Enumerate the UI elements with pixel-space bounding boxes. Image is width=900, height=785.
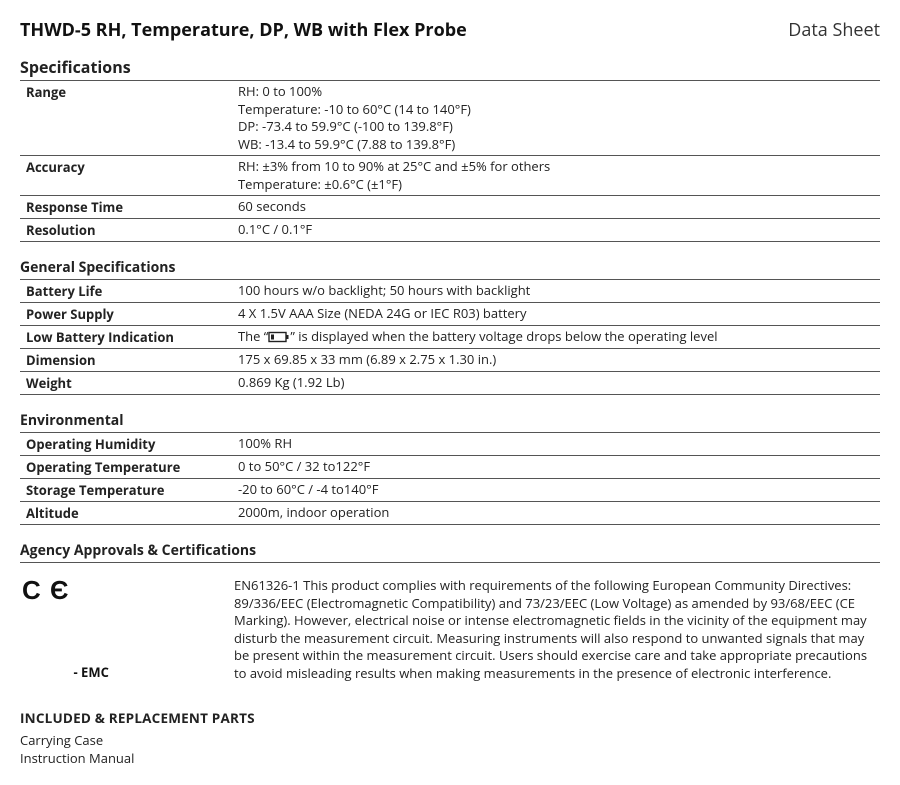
spec-row: RangeRH: 0 to 100% Temperature: -10 to 6… bbox=[20, 81, 880, 156]
page-title: THWD-5 RH, Temperature, DP, WB with Flex… bbox=[20, 18, 467, 42]
section-environmental: Operating Humidity100% RHOperating Tempe… bbox=[20, 433, 880, 525]
spec-value: 0.1°C / 0.1°F bbox=[238, 221, 880, 239]
spec-value: 175 x 69.85 x 33 mm (6.89 x 2.75 x 1.30 … bbox=[238, 351, 880, 369]
spec-row: Low Battery IndicationThe “” is displaye… bbox=[20, 326, 880, 349]
header: THWD-5 RH, Temperature, DP, WB with Flex… bbox=[20, 18, 880, 42]
spec-label: Operating Temperature bbox=[26, 458, 238, 476]
spec-value: 4 X 1.5V AAA Size (NEDA 24G or IEC R03) … bbox=[238, 305, 880, 323]
spec-row: Resolution0.1°C / 0.1°F bbox=[20, 219, 880, 242]
parts-item: Instruction Manual bbox=[20, 749, 880, 767]
spec-label: Power Supply bbox=[26, 305, 238, 323]
spec-label: Weight bbox=[26, 374, 238, 392]
spec-row: Response Time60 seconds bbox=[20, 196, 880, 219]
spec-label: Resolution bbox=[26, 221, 238, 239]
spec-value: 2000m, indoor operation bbox=[238, 504, 880, 522]
section-general: Battery Life100 hours w/o backlight; 50 … bbox=[20, 280, 880, 395]
spec-value: 0 to 50°C / 32 to122°F bbox=[238, 458, 880, 476]
spec-value: RH: 0 to 100% Temperature: -10 to 60°C (… bbox=[238, 83, 880, 153]
spec-row: Power Supply4 X 1.5V AAA Size (NEDA 24G … bbox=[20, 303, 880, 326]
parts-item: Carrying Case bbox=[20, 731, 880, 749]
spec-row: AccuracyRH: ±3% from 10 to 90% at 25°C a… bbox=[20, 156, 880, 196]
spec-value: 60 seconds bbox=[238, 198, 880, 216]
spec-label: Range bbox=[26, 83, 238, 153]
spec-label: Dimension bbox=[26, 351, 238, 369]
section-specifications-title: Specifications bbox=[20, 56, 880, 81]
spec-value: 100 hours w/o backlight; 50 hours with b… bbox=[238, 282, 880, 300]
ce-mark-block: C Є - EMC bbox=[22, 577, 234, 682]
parts-list: Carrying CaseInstruction Manual bbox=[20, 731, 880, 767]
spec-row: Altitude2000m, indoor operation bbox=[20, 502, 880, 525]
spec-label: Accuracy bbox=[26, 158, 238, 193]
battery-low-icon bbox=[268, 331, 290, 343]
datasheet-label: Data Sheet bbox=[788, 18, 880, 42]
spec-label: Low Battery Indication bbox=[26, 328, 238, 346]
spec-row: Weight0.869 Kg (1.92 Lb) bbox=[20, 372, 880, 395]
spec-value: 0.869 Kg (1.92 Lb) bbox=[238, 374, 880, 392]
spec-label: Operating Humidity bbox=[26, 435, 238, 453]
spec-value: RH: ±3% from 10 to 90% at 25°C and ±5% f… bbox=[238, 158, 880, 193]
ce-mark-icon: C Є bbox=[22, 577, 70, 603]
spec-label: Battery Life bbox=[26, 282, 238, 300]
agency-row: C Є - EMC EN61326-1 This product complie… bbox=[20, 577, 880, 682]
spec-row: Dimension175 x 69.85 x 33 mm (6.89 x 2.7… bbox=[20, 349, 880, 372]
spec-label: Response Time bbox=[26, 198, 238, 216]
parts-title: INCLUDED & REPLACEMENT PARTS bbox=[20, 709, 880, 727]
section-specifications: RangeRH: 0 to 100% Temperature: -10 to 6… bbox=[20, 81, 880, 242]
spec-value: -20 to 60°C / -4 to140°F bbox=[238, 481, 880, 499]
spec-row: Operating Humidity100% RH bbox=[20, 433, 880, 456]
spec-value: The “” is displayed when the battery vol… bbox=[238, 328, 880, 346]
spec-row: Storage Temperature-20 to 60°C / -4 to14… bbox=[20, 479, 880, 502]
ce-suffix: - EMC bbox=[73, 663, 108, 681]
spec-label: Storage Temperature bbox=[26, 481, 238, 499]
spec-value: 100% RH bbox=[238, 435, 880, 453]
spec-label: Altitude bbox=[26, 504, 238, 522]
agency-text: EN61326-1 This product complies with req… bbox=[234, 577, 880, 682]
spec-row: Operating Temperature0 to 50°C / 32 to12… bbox=[20, 456, 880, 479]
section-general-title: General Specifications bbox=[20, 258, 880, 280]
section-environmental-title: Environmental bbox=[20, 411, 880, 433]
section-agency-title: Agency Approvals & Certifications bbox=[20, 541, 880, 563]
spec-row: Battery Life100 hours w/o backlight; 50 … bbox=[20, 280, 880, 303]
